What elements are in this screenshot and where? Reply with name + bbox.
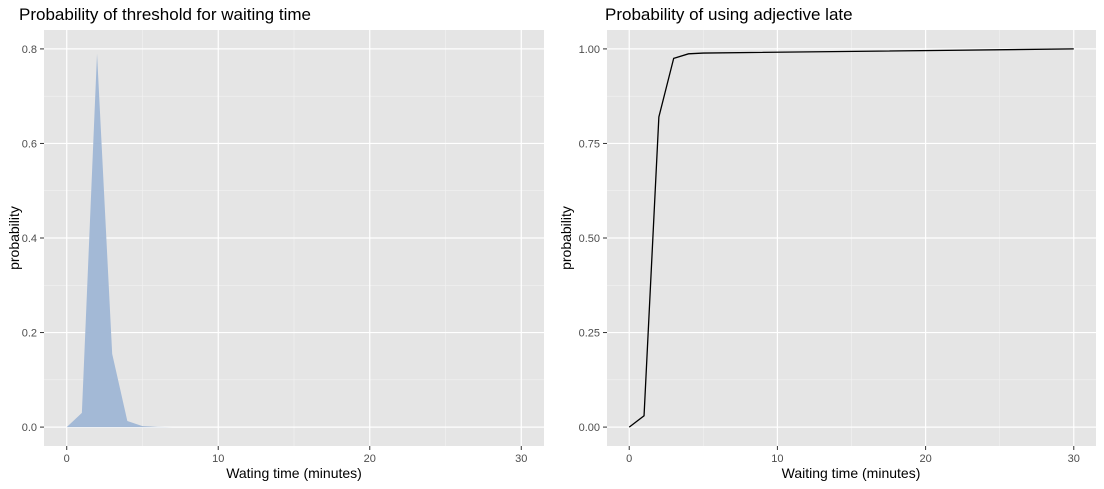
x-tick-label: 10: [212, 453, 224, 465]
x-tick-label: 0: [626, 453, 632, 465]
x-tick-label: 30: [515, 453, 527, 465]
x-tick-label: 10: [771, 453, 783, 465]
right-chart: Probability of using adjective late 0 10 2…: [558, 5, 1096, 481]
right-gridlines: [607, 30, 1096, 446]
x-tick-label: 20: [919, 453, 931, 465]
right-data-marks: [628, 48, 1074, 428]
right-y-axis-title: probability: [558, 206, 574, 270]
left-chart: Probability of threshold for waiting tim…: [6, 5, 544, 481]
line-series: [628, 48, 1074, 428]
y-tick-label: 0.8: [22, 44, 37, 56]
right-axis-ticks: 0 10 20 30 0.00 0.25 0.50 0.75 1.00: [579, 44, 1080, 465]
y-tick-label: 0.0: [22, 422, 37, 434]
y-tick-label: 0.2: [22, 328, 37, 340]
y-tick-label: 0.4: [22, 233, 37, 245]
left-gridlines: [44, 30, 544, 446]
x-tick-label: 30: [1068, 453, 1080, 465]
y-tick-label: 0.6: [22, 138, 37, 150]
area-series: [66, 53, 522, 428]
right-chart-title: Probability of using adjective late: [605, 5, 853, 24]
y-tick-label: 0.00: [579, 422, 600, 434]
left-y-axis-title: probability: [6, 206, 22, 270]
left-chart-title: Probability of threshold for waiting tim…: [19, 5, 311, 24]
y-tick-label: 0.50: [579, 233, 600, 245]
right-x-axis-title: Waiting time (minutes): [782, 465, 921, 481]
x-tick-label: 0: [64, 453, 70, 465]
left-x-axis-title: Wating time (minutes): [226, 465, 362, 481]
left-data-marks: [66, 53, 522, 428]
left-axis-ticks: 0 10 20 30 0.0 0.2 0.4 0.6 0.8: [22, 44, 528, 465]
x-tick-label: 20: [364, 453, 376, 465]
y-tick-label: 0.75: [579, 138, 600, 150]
y-tick-label: 1.00: [579, 44, 600, 56]
y-tick-label: 0.25: [579, 328, 600, 340]
